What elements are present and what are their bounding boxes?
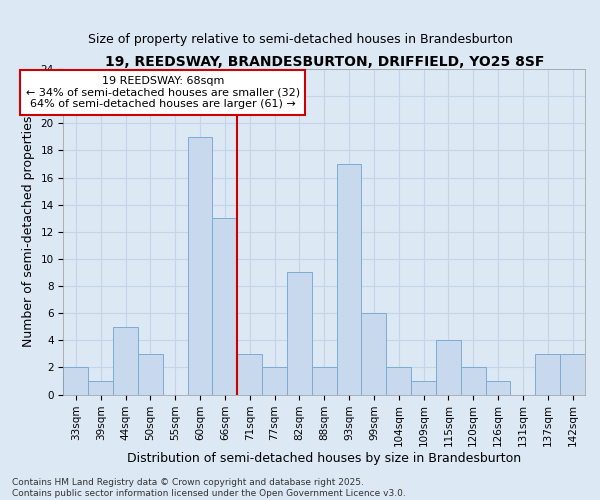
Bar	[485, 381, 511, 394]
Bar	[436, 340, 461, 394]
Bar	[535, 354, 560, 395]
Bar	[461, 368, 485, 394]
Bar	[212, 218, 238, 394]
Bar	[386, 368, 411, 394]
Text: 19 REEDSWAY: 68sqm
← 34% of semi-detached houses are smaller (32)
64% of semi-de: 19 REEDSWAY: 68sqm ← 34% of semi-detache…	[26, 76, 300, 109]
Bar	[64, 368, 88, 394]
Text: Contains HM Land Registry data © Crown copyright and database right 2025.
Contai: Contains HM Land Registry data © Crown c…	[12, 478, 406, 498]
Bar	[337, 164, 361, 394]
Bar	[312, 368, 337, 394]
X-axis label: Distribution of semi-detached houses by size in Brandesburton: Distribution of semi-detached houses by …	[127, 452, 521, 465]
Bar	[411, 381, 436, 394]
Y-axis label: Number of semi-detached properties: Number of semi-detached properties	[22, 116, 35, 348]
Bar	[287, 272, 312, 394]
Bar	[560, 354, 585, 395]
Bar	[188, 137, 212, 394]
Bar	[361, 313, 386, 394]
Bar	[262, 368, 287, 394]
Title: 19, REEDSWAY, BRANDESBURTON, DRIFFIELD, YO25 8SF: 19, REEDSWAY, BRANDESBURTON, DRIFFIELD, …	[104, 55, 544, 69]
Bar	[88, 381, 113, 394]
Bar	[113, 327, 138, 394]
Text: Size of property relative to semi-detached houses in Brandesburton: Size of property relative to semi-detach…	[88, 32, 512, 46]
Bar	[138, 354, 163, 395]
Bar	[238, 354, 262, 395]
